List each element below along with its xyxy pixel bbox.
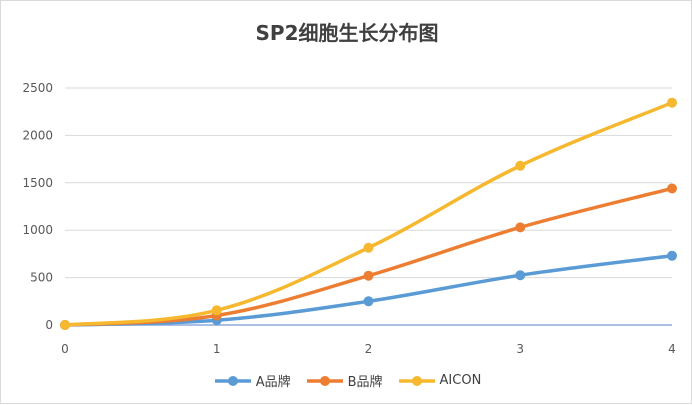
series-line: [63, 100, 674, 327]
data-point: [667, 250, 677, 261]
legend-marker: [319, 375, 330, 386]
data-point: [667, 97, 677, 108]
data-point: [363, 242, 374, 253]
legend-swatch: [306, 375, 343, 386]
y-tick-label: 2000: [22, 128, 53, 142]
y-tick-label: 1500: [22, 176, 53, 190]
x-tick-label: 2: [365, 342, 373, 356]
data-point: [667, 183, 677, 194]
legend-label: AICON: [439, 373, 482, 388]
legend-label: A品牌: [255, 375, 291, 390]
data-point: [363, 296, 374, 307]
legend-marker: [411, 375, 422, 386]
legend-item[interactable]: A品牌: [213, 371, 291, 390]
data-point: [363, 270, 374, 281]
data-point: [211, 305, 222, 316]
x-tick-label: 0: [61, 342, 69, 356]
legend-item[interactable]: AICON: [397, 371, 482, 390]
legend-swatch: [398, 375, 435, 386]
data-point: [515, 160, 526, 171]
data-point: [515, 270, 526, 281]
data-point: [515, 222, 526, 233]
legend-swatch: [214, 375, 251, 386]
legend-label: B品牌: [347, 375, 383, 390]
series-line: [63, 254, 674, 327]
x-tick-label: 3: [516, 342, 524, 356]
legend-item[interactable]: B品牌: [305, 371, 383, 390]
x-tick-label: 1: [213, 342, 221, 356]
y-tick-label: 2500: [22, 81, 53, 95]
y-tick-label: 500: [30, 271, 53, 285]
x-tick-label: 4: [668, 342, 676, 356]
data-point: [60, 320, 70, 330]
y-tick-label: 1000: [22, 223, 53, 237]
legend-marker: [227, 375, 238, 386]
chart-legend: A品牌 B品牌 AICON: [1, 371, 692, 390]
y-tick-label: 0: [45, 318, 53, 332]
chart-title: SP2细胞生长分布图: [255, 21, 439, 45]
